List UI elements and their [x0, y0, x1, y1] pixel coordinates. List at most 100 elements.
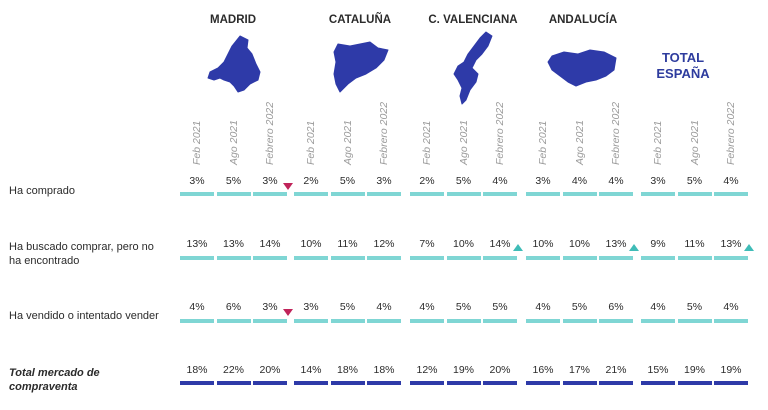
row-underline-bar [180, 381, 214, 385]
table-cell-value: 15% [647, 364, 669, 376]
table-cell-value: 6% [225, 301, 242, 313]
row-underline-bar [253, 319, 287, 323]
column-label: Feb 2021 [652, 120, 664, 165]
table-cell-value: 5% [571, 301, 588, 313]
valenciana-map-icon [453, 31, 493, 105]
table-cell-value: 5% [686, 175, 703, 187]
decrease-marker-icon [283, 183, 293, 190]
row-underline-bar [180, 319, 214, 323]
table-cell-value: 3% [189, 175, 205, 187]
table-cell-value: 20% [489, 364, 511, 376]
row-underline-bar [599, 192, 633, 196]
table-cell-value: 4% [650, 301, 666, 313]
andalucia-map-icon [547, 49, 617, 87]
table-cell-value: 4% [723, 175, 739, 187]
table-cell-value: 12% [373, 238, 395, 250]
column-label: Ago 2021 [688, 120, 701, 165]
column-label: Febrero 2022 [494, 101, 506, 165]
column-label: Feb 2021 [537, 120, 549, 165]
row-underline-bar [446, 192, 481, 196]
region-title-valenciana: C. VALENCIANA [428, 14, 518, 26]
table-cell-value: 10% [300, 238, 322, 250]
table-cell-value: 11% [337, 238, 358, 250]
table-cell-value: 10% [568, 238, 590, 250]
row-underline-bar [526, 192, 560, 196]
table-cell-value: 4% [535, 301, 551, 313]
row-underline-bar [294, 192, 328, 196]
row-underline-bar [677, 192, 712, 196]
row-underline-bar [483, 256, 517, 260]
row-underline-bar [483, 381, 517, 385]
table-cell-value: 3% [262, 301, 278, 313]
row-underline-bar [641, 381, 675, 385]
table-cell-value: 17% [568, 364, 590, 376]
row-underline-bar [599, 381, 633, 385]
row-label: Ha vendido o intentado vender [9, 310, 159, 322]
row-underline-bar [410, 256, 444, 260]
column-label: Ago 2021 [457, 120, 470, 165]
column-label: Feb 2021 [191, 120, 203, 165]
region-title-madrid: MADRID [210, 14, 256, 26]
row-underline-bar [367, 256, 401, 260]
table-cell-value: 4% [189, 301, 205, 313]
table-cell-value: 10% [452, 238, 474, 250]
region-title-cataluna: CATALUÑA [328, 14, 392, 26]
table-cell-value: 14% [489, 238, 511, 250]
table-cell-value: 10% [532, 238, 554, 250]
row-underline-bar [216, 319, 251, 323]
column-label: Ago 2021 [341, 120, 354, 165]
row-underline-bar [410, 192, 444, 196]
table-cell-value: 14% [259, 238, 281, 250]
table-cell-value: 3% [650, 175, 666, 187]
table-cell-value: 4% [492, 175, 508, 187]
increase-marker-icon [629, 244, 639, 251]
row-underline-bar [180, 192, 214, 196]
row-underline-bar [410, 381, 444, 385]
table-cell-value: 5% [225, 175, 242, 187]
row-underline-bar [677, 256, 712, 260]
column-label: Febrero 2022 [610, 101, 622, 165]
madrid-map-icon [207, 35, 261, 93]
table-cell-value: 5% [455, 301, 472, 313]
row-underline-bar [294, 256, 328, 260]
table-cell-value: 22% [222, 364, 244, 376]
table-cell-value: 4% [419, 301, 435, 313]
row-underline-bar [180, 256, 214, 260]
row-underline-bar [526, 381, 560, 385]
table-cell-value: 3% [303, 301, 319, 313]
table-cell-value: 5% [686, 301, 703, 313]
row-underline-bar [330, 381, 365, 385]
table-cell-value: 4% [608, 175, 624, 187]
table-cell-value: 4% [571, 175, 588, 187]
row-label: Ha comprado [9, 185, 76, 197]
region-title-andalucia: ANDALUCÍA [548, 14, 618, 26]
table-cell-value: 13% [186, 238, 208, 250]
table-cell-value: 5% [455, 175, 472, 187]
row-underline-bar [562, 319, 597, 323]
row-underline-bar [714, 192, 748, 196]
row-underline-bar [641, 192, 675, 196]
row-underline-bar [216, 192, 251, 196]
row-underline-bar [330, 192, 365, 196]
row-underline-bar [599, 256, 633, 260]
table-cell-value: 5% [339, 175, 356, 187]
table-cell-value: 4% [723, 301, 739, 313]
row-underline-bar [216, 381, 251, 385]
table-cell-value: 3% [376, 175, 392, 187]
row-underline-bar [562, 256, 597, 260]
table-cell-value: 21% [605, 364, 627, 376]
row-underline-bar [253, 192, 287, 196]
row-underline-bar [483, 192, 517, 196]
column-label: Ago 2021 [227, 120, 240, 165]
table-cell-value: 2% [419, 175, 435, 187]
table-cell-value: 13% [605, 238, 627, 250]
row-underline-bar [526, 319, 560, 323]
table-cell-value: 7% [419, 238, 435, 250]
table-cell-value: 19% [683, 364, 705, 376]
row-underline-bar [294, 381, 328, 385]
table-cell-value: 5% [339, 301, 356, 313]
table-cell-value: 4% [376, 301, 392, 313]
table-cell-value: 20% [259, 364, 281, 376]
row-label: Ha buscado comprar, pero no ha encontrad… [9, 241, 154, 267]
row-underline-bar [367, 319, 401, 323]
